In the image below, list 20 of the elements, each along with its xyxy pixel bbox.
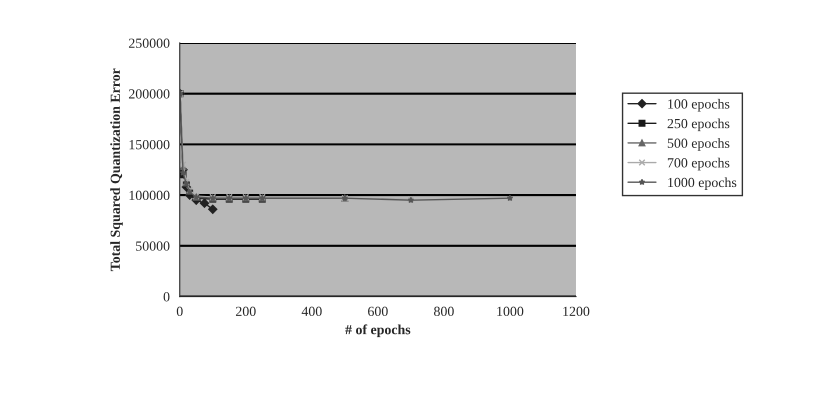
x-axis-title: # of epochs: [345, 324, 410, 338]
x-tick-label: 400: [302, 306, 322, 316]
x-tick-label: 200: [236, 306, 256, 316]
legend-label: 1000 epochs: [668, 177, 736, 190]
x-tick-label: 600: [368, 306, 388, 316]
legend-label: 700 epochs: [668, 158, 730, 170]
legend-label: 250 epochs: [668, 118, 730, 132]
x-tick-label: 1200: [563, 306, 590, 316]
x-tick-label: 1000: [497, 306, 524, 316]
y-tick-label: 100000: [130, 190, 170, 200]
legend-label: 100 epochs: [668, 98, 730, 112]
x-tick-label: 0: [176, 306, 183, 316]
y-tick-label: 200000: [128, 89, 170, 99]
y-tick-label: 0: [164, 292, 170, 302]
y-tick-label: 50000: [136, 241, 170, 251]
x-tick-label: 800: [434, 306, 454, 316]
y-tick-label: 250000: [128, 38, 170, 48]
y-axis-title: Total Squared Quantization Error: [110, 68, 123, 272]
legend-label: 500 epochs: [668, 138, 730, 151]
y-tick-label: 150000: [130, 140, 170, 150]
